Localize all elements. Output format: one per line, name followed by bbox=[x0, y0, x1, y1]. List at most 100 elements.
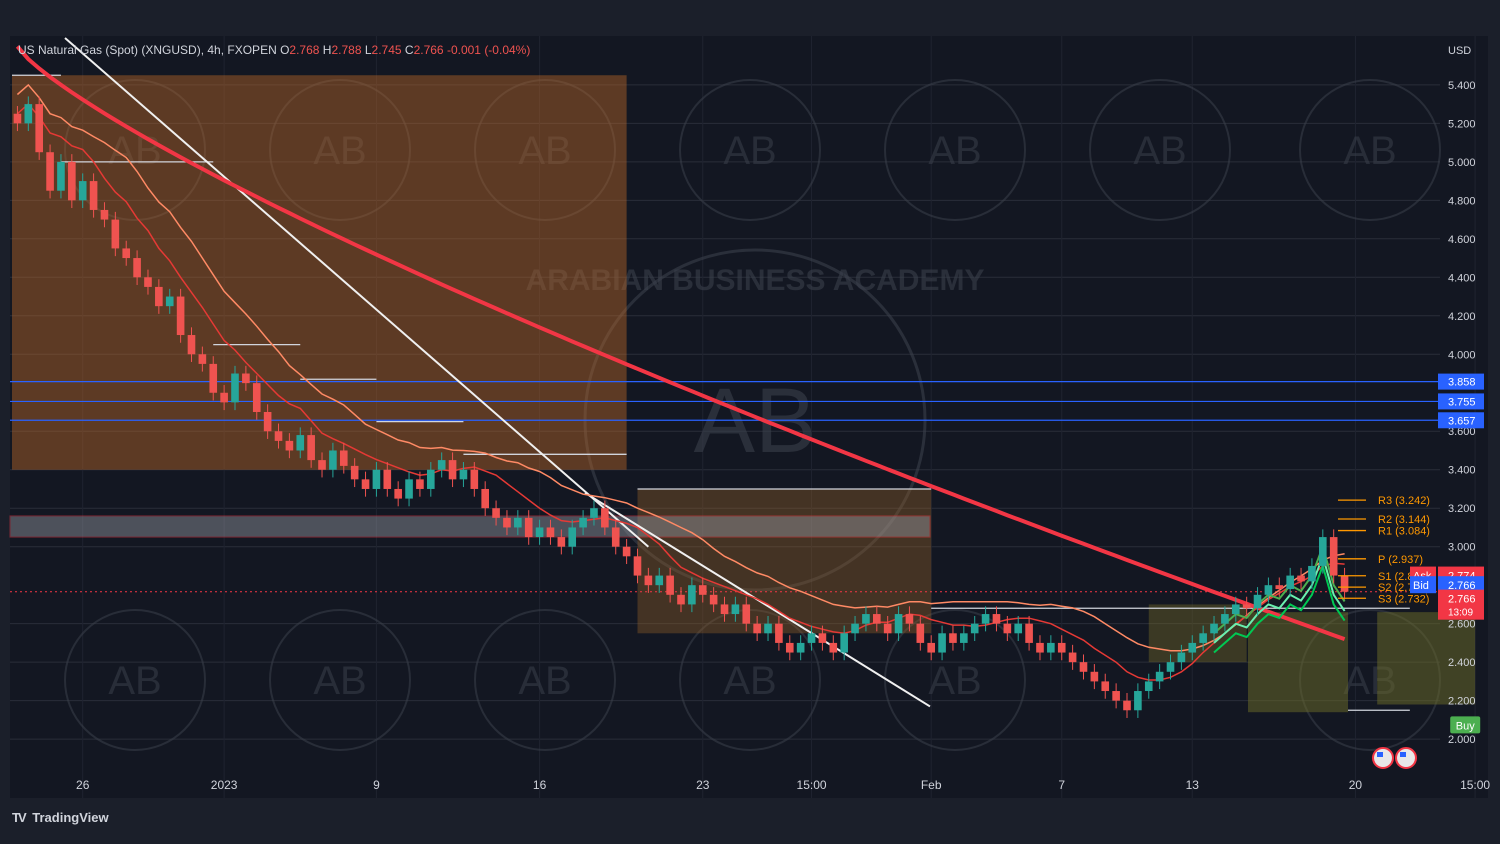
fast-ma-line bbox=[16, 83, 1345, 652]
candle bbox=[1112, 691, 1120, 701]
candle bbox=[981, 614, 990, 624]
pivot-label: R3 (3.242) bbox=[1378, 495, 1430, 507]
candle bbox=[231, 373, 239, 403]
candle bbox=[883, 623, 892, 634]
pivot-label: R2 (3.144) bbox=[1378, 514, 1430, 526]
candle bbox=[165, 296, 174, 307]
time-tick-label: 7 bbox=[1058, 778, 1065, 792]
candle bbox=[1003, 623, 1012, 634]
candle bbox=[350, 465, 359, 480]
time-tick-label: 9 bbox=[373, 778, 380, 792]
candle bbox=[1057, 642, 1066, 653]
candle bbox=[546, 527, 555, 538]
candle bbox=[927, 642, 936, 653]
time-tick-label: 20 bbox=[1349, 778, 1363, 792]
candle bbox=[416, 479, 424, 489]
price-tick-label: 4.200 bbox=[1448, 311, 1476, 323]
price-tick-label: 4.600 bbox=[1448, 234, 1476, 246]
high-value: 2.788 bbox=[331, 43, 362, 57]
low-value: 2.745 bbox=[371, 43, 402, 57]
level-tag bbox=[1438, 373, 1484, 390]
buy-signal-badge bbox=[1450, 716, 1481, 734]
shaded-box bbox=[1148, 604, 1247, 663]
candle bbox=[46, 152, 54, 191]
candle bbox=[851, 623, 859, 634]
candle bbox=[492, 508, 500, 518]
candle bbox=[470, 469, 479, 489]
candle bbox=[1286, 575, 1294, 590]
price-tick-label: 2.000 bbox=[1448, 734, 1476, 746]
candle bbox=[13, 113, 22, 124]
candle bbox=[590, 508, 598, 518]
brand-name: TradingView bbox=[32, 810, 109, 825]
candle bbox=[1318, 537, 1327, 566]
candle bbox=[1166, 662, 1175, 672]
support-zone bbox=[9, 515, 931, 538]
candle bbox=[481, 488, 490, 509]
candle bbox=[764, 623, 772, 634]
candle bbox=[720, 604, 729, 615]
candle bbox=[611, 527, 620, 547]
close-value: 2.766 bbox=[413, 43, 444, 57]
candle bbox=[35, 104, 44, 153]
symbol-name: US Natural Gas (Spot) (XNGUSD), 4h, FXOP… bbox=[18, 43, 277, 57]
candle bbox=[176, 296, 185, 336]
slow-ema-line bbox=[15, 45, 1346, 641]
candle bbox=[122, 248, 131, 259]
candle bbox=[1199, 633, 1207, 643]
watermark-mono: AB bbox=[928, 659, 981, 703]
candle bbox=[1144, 681, 1153, 692]
last-price-value: 2.766 bbox=[1448, 594, 1476, 606]
candle bbox=[57, 161, 65, 191]
candle bbox=[960, 633, 968, 643]
candle bbox=[568, 527, 577, 547]
candle bbox=[579, 517, 587, 528]
price-tick-label: 3.000 bbox=[1448, 542, 1476, 554]
candle bbox=[992, 614, 1001, 624]
price-tick-label: 3.600 bbox=[1448, 426, 1476, 438]
price-tick-label: 4.400 bbox=[1448, 272, 1476, 284]
candle bbox=[1036, 642, 1044, 653]
candle bbox=[742, 604, 751, 624]
watermark-mono: AB bbox=[1343, 129, 1396, 173]
watermark-mono: AB bbox=[108, 659, 161, 703]
indicator-lines bbox=[15, 37, 1346, 708]
candle bbox=[405, 479, 413, 499]
watermark: ABABABABABABABABABABABABABABARABIAN BUSI… bbox=[64, 79, 1441, 751]
tradingview-brand[interactable]: TV TradingView bbox=[12, 810, 109, 825]
watermark-seal-icon bbox=[1299, 79, 1441, 221]
candle bbox=[318, 460, 326, 470]
candle bbox=[709, 594, 718, 605]
candle bbox=[514, 517, 522, 528]
candle bbox=[775, 623, 783, 643]
candle bbox=[622, 546, 631, 557]
price-tick-label: 3.400 bbox=[1448, 465, 1476, 477]
candle bbox=[133, 258, 141, 278]
candle bbox=[949, 633, 957, 643]
price-tags: 3.8583.7553.657Ask2.774Bid2.7662.76613:0… bbox=[1372, 373, 1484, 769]
candle bbox=[252, 383, 261, 412]
time-tick-label: Feb bbox=[921, 778, 942, 792]
candle bbox=[1025, 623, 1033, 643]
level-tag-label: 3.657 bbox=[1448, 415, 1476, 427]
watermark-seal-icon bbox=[884, 79, 1026, 221]
price-tick-label: 3.200 bbox=[1448, 503, 1476, 515]
candle bbox=[1340, 575, 1349, 592]
candle bbox=[285, 440, 294, 451]
trend-line bbox=[64, 37, 650, 548]
candle bbox=[307, 435, 315, 461]
candle bbox=[361, 479, 370, 489]
watermark-mono: AB bbox=[313, 129, 366, 173]
candle bbox=[274, 431, 283, 441]
bid-label: Bid bbox=[1413, 580, 1429, 592]
candle bbox=[448, 460, 457, 480]
candle bbox=[862, 614, 870, 624]
candle bbox=[437, 460, 446, 470]
candle bbox=[655, 575, 664, 586]
candle bbox=[383, 469, 392, 489]
candle bbox=[1253, 594, 1262, 609]
bar-countdown: 13:09 bbox=[1448, 608, 1473, 619]
watermark-academy-name: ARABIAN BUSINESS ACADEMY bbox=[526, 264, 985, 297]
